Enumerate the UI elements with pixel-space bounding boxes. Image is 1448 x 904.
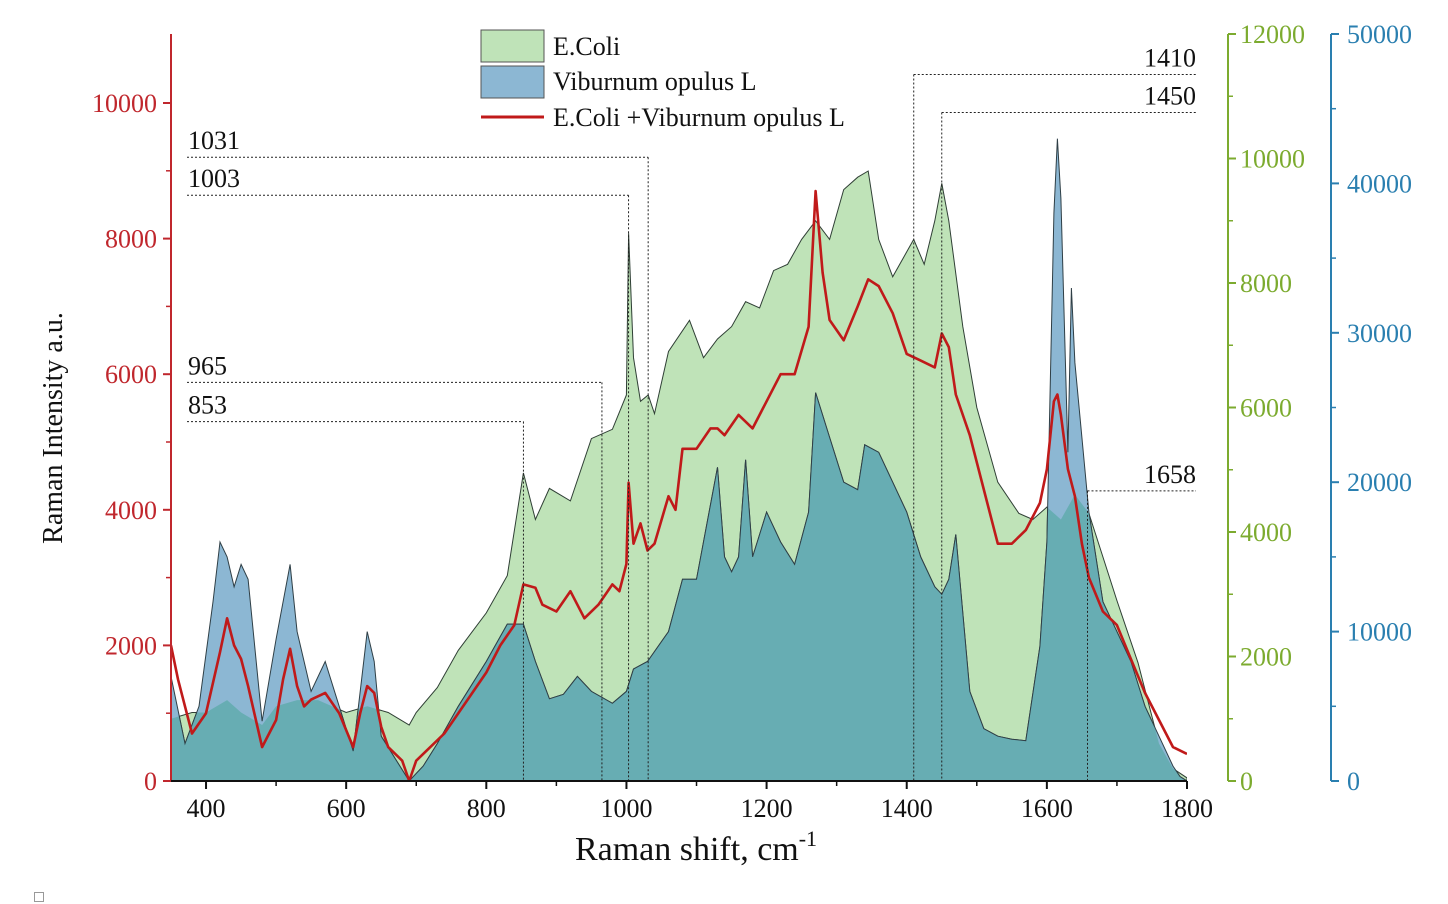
legend-label-ecoli: E.Coli bbox=[553, 32, 620, 61]
right-tick-label-20000: 20000 bbox=[1347, 468, 1412, 497]
x-axis-title: Raman shift, cm-1 bbox=[575, 826, 817, 868]
combined-line bbox=[171, 189, 1187, 782]
y-axis-title: Raman Intensity a.u. bbox=[38, 312, 69, 544]
peak-label-1658: 1658 bbox=[1144, 460, 1196, 489]
x-tick-label-400: 400 bbox=[187, 794, 226, 823]
right-tick-label-10000: 10000 bbox=[1347, 618, 1412, 647]
peak-guides: 1031 1003 965 853 1410 1450 1658 bbox=[187, 44, 1196, 781]
legend: E.Coli Viburnum opulus L E.Coli +Viburnum … bbox=[480, 29, 845, 132]
left-tick-label-8000: 8000 bbox=[105, 225, 157, 254]
peak-label-853: 853 bbox=[188, 391, 227, 420]
axes: 0 2000 4000 6000 8000 10000 400 600 800 1000 1200 1… bbox=[92, 20, 1412, 823]
mid-tick-label-4000: 4000 bbox=[1240, 518, 1292, 547]
mid-tick-label-0: 0 bbox=[1240, 767, 1253, 796]
left-tick-label-10000: 10000 bbox=[92, 89, 157, 118]
mid-tick-label-8000: 8000 bbox=[1240, 269, 1292, 298]
legend-swatch-viburnum bbox=[480, 65, 545, 99]
mid-tick-label-10000: 10000 bbox=[1240, 145, 1305, 174]
left-tick-label-6000: 6000 bbox=[105, 360, 157, 389]
legend-swatch-ecoli bbox=[480, 29, 545, 63]
legend-label-combined: E.Coli +Viburnum opulus L bbox=[553, 103, 845, 132]
right-tick-label-40000: 40000 bbox=[1347, 169, 1412, 198]
x-tick-label-1800: 1800 bbox=[1161, 794, 1213, 823]
corner-image-icon bbox=[34, 892, 44, 902]
x-axis-title-superscript: -1 bbox=[799, 826, 817, 851]
right-tick-label-50000: 50000 bbox=[1347, 20, 1412, 49]
mid-tick-label-6000: 6000 bbox=[1240, 394, 1292, 423]
legend-label-viburnum: Viburnum opulus L bbox=[553, 67, 757, 96]
peak-label-965: 965 bbox=[188, 351, 227, 380]
x-tick-label-1000: 1000 bbox=[600, 794, 652, 823]
x-tick-label-1400: 1400 bbox=[881, 794, 933, 823]
x-tick-label-1200: 1200 bbox=[741, 794, 793, 823]
right-tick-label-30000: 30000 bbox=[1347, 319, 1412, 348]
x-tick-label-1600: 1600 bbox=[1021, 794, 1073, 823]
peak-label-1410: 1410 bbox=[1144, 44, 1196, 73]
x-tick-label-600: 600 bbox=[327, 794, 366, 823]
peak-label-1003: 1003 bbox=[188, 164, 240, 193]
peak-label-1031: 1031 bbox=[188, 126, 240, 155]
mid-tick-label-2000: 2000 bbox=[1240, 643, 1292, 672]
series-line bbox=[171, 189, 1187, 782]
left-tick-label-0: 0 bbox=[144, 767, 157, 796]
x-axis-title-main: Raman shift, cm bbox=[575, 831, 799, 868]
right-tick-label-0: 0 bbox=[1347, 767, 1360, 796]
left-tick-label-2000: 2000 bbox=[105, 631, 157, 660]
mid-tick-label-12000: 12000 bbox=[1240, 20, 1305, 49]
left-tick-label-4000: 4000 bbox=[105, 496, 157, 525]
x-tick-label-800: 800 bbox=[467, 794, 506, 823]
peak-label-1450: 1450 bbox=[1144, 81, 1196, 110]
